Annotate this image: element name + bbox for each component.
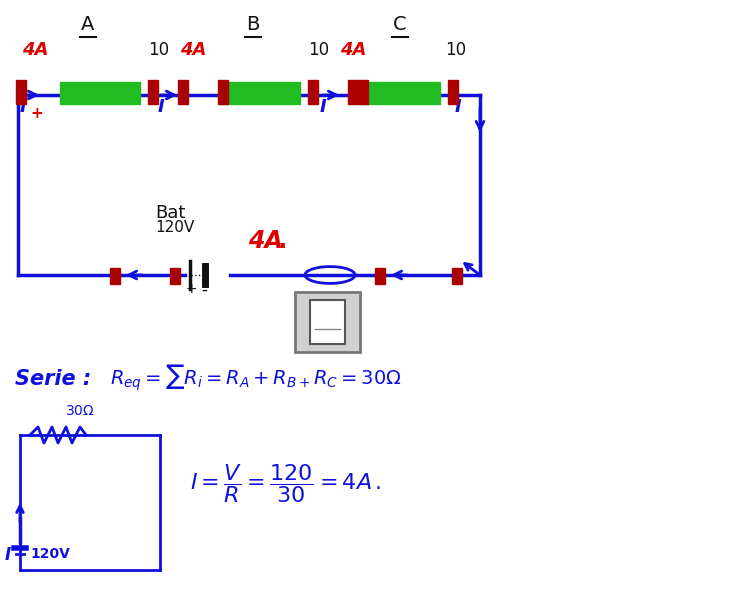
Bar [375,268,385,284]
Text: +: + [186,282,198,296]
Bar [360,82,440,104]
Text: $I = \dfrac{V}{R} = \dfrac{120}{30} = 4A \,.$: $I = \dfrac{V}{R} = \dfrac{120}{30} = 4A… [190,462,381,505]
Text: 4A: 4A [22,41,48,59]
Text: +: + [30,106,43,121]
Bar [110,268,120,284]
Text: .: . [278,229,287,253]
Text: Serie :: Serie : [15,369,91,389]
Text: 10: 10 [308,41,329,59]
Bar [148,80,158,104]
Text: 10: 10 [445,41,466,59]
Bar [448,80,458,104]
Text: I: I [455,98,461,116]
Text: -: - [201,281,207,299]
Text: A: A [82,15,95,34]
Text: 4A: 4A [248,229,283,253]
Bar [452,268,462,284]
Text: 10: 10 [148,41,169,59]
Text: 4A: 4A [340,41,367,59]
Text: $R_{eq}= \sum R_i = R_A+R_{B+}R_C = 30\Omega$: $R_{eq}= \sum R_i = R_A+R_{B+}R_C = 30\O… [110,363,402,393]
Bar [348,80,358,104]
Text: 4A: 4A [180,41,206,59]
Bar [16,80,26,104]
Bar [178,80,188,104]
Text: I: I [20,98,27,116]
Text: $30\Omega$: $30\Omega$ [65,404,95,418]
Text: I: I [5,546,11,564]
Text: 120V: 120V [30,547,70,561]
Text: I: I [158,98,165,116]
Bar [308,80,318,104]
Bar [295,292,360,352]
Text: B: B [246,15,260,34]
Bar [358,80,368,104]
Text: Bat: Bat [155,204,185,222]
Bar [220,82,300,104]
Bar [60,82,140,104]
Text: C: C [393,15,407,34]
Bar [218,80,228,104]
Bar [170,268,180,284]
Bar [310,300,345,344]
Text: I: I [320,98,327,116]
Text: 120V: 120V [155,220,194,235]
